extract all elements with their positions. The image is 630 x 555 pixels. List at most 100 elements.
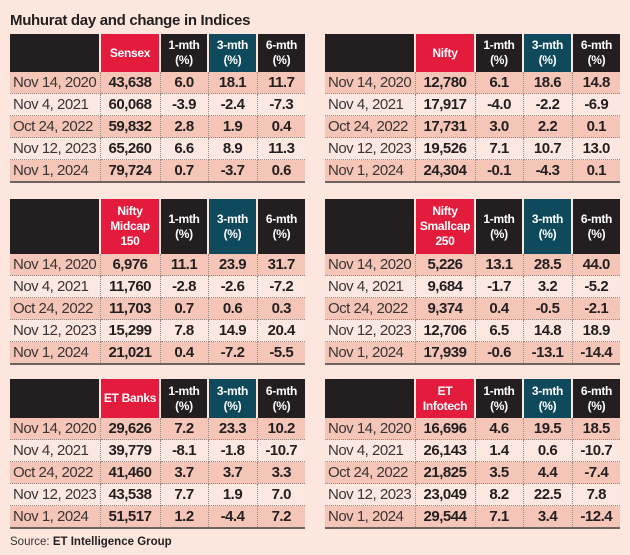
table-nifty-midcap-150: Nifty Midcap 150 1-mth (%) 3-mth (%) 6-mth …	[10, 199, 305, 365]
index-value-cell: 65,260	[100, 137, 161, 160]
change-cell-m3: 23.3	[208, 418, 258, 440]
table-row: Nov 1, 2024 29,544 7.1 3.4 -12.4	[325, 505, 620, 529]
date-cell: Oct 24, 2022	[10, 297, 101, 320]
change-cell-m1: -4.0	[475, 93, 524, 116]
change-cell-m3: 14.9	[208, 319, 258, 342]
change-cell-m1: 6.6	[160, 137, 209, 160]
table-row: Nov 14, 2020 16,696 4.6 19.5 18.5	[325, 418, 620, 440]
date-cell: Nov 4, 2021	[325, 93, 416, 116]
date-cell: Nov 4, 2021	[325, 439, 416, 462]
change-cell-m1: 1.2	[160, 505, 209, 529]
table-row: Nov 4, 2021 26,143 1.4 0.6 -10.7	[325, 439, 620, 462]
date-cell: Nov 12, 2023	[10, 137, 101, 160]
header-blank	[10, 34, 101, 72]
table-et-banks: ET Banks 1-mth (%) 3-mth (%) 6-mth (%) Nov 1…	[10, 379, 305, 529]
date-cell: Oct 24, 2022	[325, 461, 416, 484]
date-cell: Nov 12, 2023	[325, 319, 416, 342]
date-cell: Nov 4, 2021	[325, 275, 416, 298]
table-row: Nov 4, 2021 17,917 -4.0 -2.2 -6.9	[325, 93, 620, 116]
date-cell: Nov 1, 2024	[325, 159, 416, 183]
header-index: ET Infotech	[415, 379, 476, 418]
header-m1: 1-mth (%)	[475, 199, 524, 254]
change-cell-m3: 19.5	[523, 418, 573, 440]
change-cell-m6: 18.5	[572, 418, 620, 440]
change-cell-m1: 7.2	[160, 418, 209, 440]
header-m3: 3-mth (%)	[523, 379, 573, 418]
table-row: Nov 4, 2021 39,779 -8.1 -1.8 -10.7	[10, 439, 305, 462]
date-cell: Nov 1, 2024	[10, 159, 101, 183]
table-row: Oct 24, 2022 59,832 2.8 1.9 0.4	[10, 115, 305, 138]
header-m6: 6-mth (%)	[572, 379, 620, 418]
index-value-cell: 51,517	[100, 505, 161, 529]
index-value-cell: 79,724	[100, 159, 161, 183]
index-value-cell: 9,684	[415, 275, 476, 298]
table-row: Nov 14, 2020 6,976 11.1 23.9 31.7	[10, 254, 305, 276]
date-cell: Nov 4, 2021	[10, 439, 101, 462]
change-cell-m6: 7.0	[257, 483, 305, 506]
change-cell-m6: -10.7	[257, 439, 305, 462]
index-value-cell: 39,779	[100, 439, 161, 462]
change-cell-m1: 6.1	[475, 72, 524, 94]
index-value-cell: 12,706	[415, 319, 476, 342]
change-cell-m3: 2.2	[523, 115, 573, 138]
table-row: Nov 14, 2020 29,626 7.2 23.3 10.2	[10, 418, 305, 440]
change-cell-m1: 6.5	[475, 319, 524, 342]
header-m6: 6-mth (%)	[257, 199, 305, 254]
index-value-cell: 9,374	[415, 297, 476, 320]
header-m6: 6-mth (%)	[257, 34, 305, 72]
index-value-cell: 59,832	[100, 115, 161, 138]
table-row: Oct 24, 2022 11,703 0.7 0.6 0.3	[10, 297, 305, 320]
table-row: Nov 12, 2023 65,260 6.6 8.9 11.3	[10, 137, 305, 160]
index-value-cell: 24,304	[415, 159, 476, 183]
change-cell-m1: 3.5	[475, 461, 524, 484]
date-cell: Nov 14, 2020	[325, 254, 416, 276]
table-row: Nov 12, 2023 23,049 8.2 22.5 7.8	[325, 483, 620, 506]
date-cell: Oct 24, 2022	[10, 115, 101, 138]
header-m1: 1-mth (%)	[160, 379, 209, 418]
index-value-cell: 29,544	[415, 505, 476, 529]
change-cell-m6: 20.4	[257, 319, 305, 342]
change-cell-m3: -7.2	[208, 341, 258, 365]
change-cell-m3: 3.2	[523, 275, 573, 298]
index-value-cell: 43,538	[100, 483, 161, 506]
table-row: Nov 14, 2020 43,638 6.0 18.1 11.7	[10, 72, 305, 94]
header-m3: 3-mth (%)	[523, 199, 573, 254]
change-cell-m6: -7.4	[572, 461, 620, 484]
index-value-cell: 43,638	[100, 72, 161, 94]
date-cell: Oct 24, 2022	[325, 115, 416, 138]
header-index: ET Banks	[100, 379, 161, 418]
index-value-cell: 17,731	[415, 115, 476, 138]
page-title: Muhurat day and change in Indices	[10, 12, 251, 29]
change-cell-m1: 1.4	[475, 439, 524, 462]
change-cell-m3: 3.4	[523, 505, 573, 529]
change-cell-m1: 3.7	[160, 461, 209, 484]
header-blank	[325, 34, 416, 72]
table-row: Oct 24, 2022 9,374 0.4 -0.5 -2.1	[325, 297, 620, 320]
change-cell-m6: 13.0	[572, 137, 620, 160]
header-index: Nifty	[415, 34, 476, 72]
date-cell: Nov 12, 2023	[325, 137, 416, 160]
change-cell-m3: -3.7	[208, 159, 258, 183]
table-et-infotech: ET Infotech 1-mth (%) 3-mth (%) 6-mth (%) No…	[325, 379, 620, 529]
change-cell-m3: 23.9	[208, 254, 258, 276]
table-row: Nov 12, 2023 43,538 7.7 1.9 7.0	[10, 483, 305, 506]
change-cell-m1: 7.1	[475, 505, 524, 529]
header-m1: 1-mth (%)	[160, 199, 209, 254]
header-blank	[10, 199, 101, 254]
change-cell-m3: 1.9	[208, 483, 258, 506]
change-cell-m6: 7.8	[572, 483, 620, 506]
change-cell-m3: -4.3	[523, 159, 573, 183]
header-blank	[10, 379, 101, 418]
table-row: Oct 24, 2022 41,460 3.7 3.7 3.3	[10, 461, 305, 484]
table-row: Nov 14, 2020 5,226 13.1 28.5 44.0	[325, 254, 620, 276]
change-cell-m1: 7.8	[160, 319, 209, 342]
index-value-cell: 26,143	[415, 439, 476, 462]
date-cell: Nov 4, 2021	[10, 275, 101, 298]
change-cell-m3: -2.6	[208, 275, 258, 298]
change-cell-m3: -2.2	[523, 93, 573, 116]
date-cell: Nov 14, 2020	[10, 72, 101, 94]
header-m3: 3-mth (%)	[523, 34, 573, 72]
change-cell-m3: -1.8	[208, 439, 258, 462]
source-note: Source: ET Intelligence Group	[10, 536, 172, 548]
change-cell-m1: 7.1	[475, 137, 524, 160]
